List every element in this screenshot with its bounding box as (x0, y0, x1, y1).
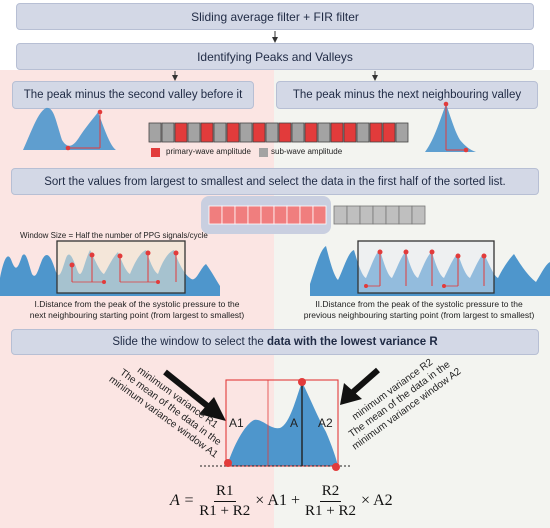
bottom-waveform (200, 378, 350, 471)
left-method-label: The peak minus the second valley before … (23, 89, 243, 101)
right-method-box: The peak minus the next neighbouring val… (276, 81, 538, 109)
formula-lhs: A = (170, 492, 195, 509)
left-small-waveform (23, 107, 116, 151)
formula-fraction-1: R1 R1 + R2 (197, 482, 252, 521)
filter-step-box: Sliding average filter + FIR filter (16, 3, 534, 30)
left-caption-line-2: next neighbouring starting point (from l… (29, 310, 245, 320)
primary-legend-swatch (151, 148, 160, 157)
weighted-formula: A = R1 R1 + R2 × A1 + R2 R1 + R2 × A2 (170, 476, 410, 526)
right-caption-line-1: II.Distance from the peak of the systoli… (315, 299, 523, 309)
formula-fraction-2: R2 R1 + R2 (303, 482, 358, 521)
area-a1-label: A1 (229, 416, 244, 430)
left-big-arrow-head (199, 397, 226, 421)
slide-step-box: Slide the window to select the data with… (11, 329, 539, 355)
left-method-box: The peak minus the second valley before … (12, 81, 254, 109)
left-caption-line-1: I.Distance from the peak of the systolic… (34, 299, 240, 309)
filter-step-label: Sliding average filter + FIR filter (191, 9, 359, 24)
right-caption-line-2: previous neighbouring starting point (fr… (303, 310, 535, 320)
right-long-waveform (310, 240, 550, 296)
sort-step-box: Sort the values from largest to smallest… (11, 168, 539, 195)
primary-legend-label: primary-wave amplitude (166, 147, 251, 156)
formula-num-1: R1 (214, 482, 236, 502)
area-a-label: A (290, 416, 299, 430)
formula-den-2: R1 + R2 (304, 502, 356, 519)
left-big-arrow-shaft (163, 369, 212, 411)
right-big-arrow-head (340, 383, 362, 405)
sorted-strip (208, 205, 426, 225)
formula-mid: × A1 + (255, 492, 300, 509)
right-big-arrow-shaft (351, 367, 380, 395)
right-method-label: The peak minus the next neighbouring val… (292, 89, 522, 101)
peaks-step-box: Identifying Peaks and Valleys (16, 43, 534, 70)
slide-step-emphasis: data with the lowest variance R (267, 336, 438, 348)
right-small-waveform (425, 101, 476, 153)
formula-den-1: R1 + R2 (199, 502, 251, 519)
sub-legend-label: sub-wave amplitude (271, 147, 343, 156)
area-a2-label: A2 (318, 416, 333, 430)
left-long-waveform (0, 240, 220, 296)
sort-step-label: Sort the values from largest to smallest… (44, 175, 506, 188)
amplitude-strip (148, 122, 409, 143)
right-caption: II.Distance from the peak of the systoli… (290, 299, 548, 321)
left-caption: I.Distance from the peak of the systolic… (12, 299, 262, 321)
formula-end: × A2 (360, 492, 393, 509)
slide-step-label: Slide the window to select the (112, 336, 268, 348)
formula-num-2: R2 (319, 482, 342, 502)
window-size-label: Window Size = Half the number of PPG sig… (20, 231, 208, 240)
peaks-step-label: Identifying Peaks and Valleys (197, 49, 353, 64)
sub-legend-swatch (259, 148, 268, 157)
